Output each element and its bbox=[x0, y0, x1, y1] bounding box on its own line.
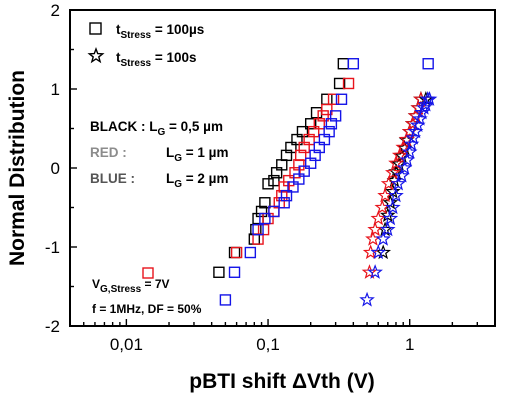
square-point bbox=[342, 77, 355, 90]
square-point bbox=[280, 189, 293, 202]
square-point bbox=[321, 93, 333, 105]
square-point bbox=[278, 197, 290, 209]
square-point bbox=[262, 178, 274, 190]
square-point bbox=[313, 118, 325, 130]
square-point bbox=[228, 266, 241, 278]
square-point bbox=[323, 125, 335, 138]
square-point bbox=[422, 58, 434, 70]
square-point bbox=[250, 223, 262, 236]
square-point bbox=[304, 118, 317, 130]
star-point bbox=[375, 244, 392, 260]
square-point bbox=[268, 174, 280, 187]
star-point bbox=[385, 199, 401, 215]
star-point bbox=[385, 164, 401, 180]
star-point bbox=[388, 155, 404, 170]
red-annotation-value: LG = 1 µm bbox=[166, 145, 228, 164]
frequency-annotation: f = 1MHz, DF = 50% bbox=[92, 302, 202, 316]
square-point bbox=[252, 233, 264, 245]
x-tick-label: 0,1 bbox=[256, 335, 280, 354]
legend: tStress = 100µs tStress = 100s bbox=[87, 22, 204, 69]
square-point bbox=[259, 197, 271, 209]
axis-ticks bbox=[69, 9, 496, 327]
square-point bbox=[244, 246, 257, 259]
tick-labels: 0,01 0,1 1 -2 -1 0 1 2 bbox=[45, 1, 415, 354]
square-point bbox=[309, 149, 321, 162]
y-axis-label: Normal Distribution bbox=[6, 70, 29, 266]
square-point bbox=[317, 110, 329, 122]
square-point bbox=[230, 246, 243, 259]
square-point bbox=[252, 212, 264, 225]
square-point bbox=[294, 149, 307, 162]
legend-entry-1: tStress = 100µs bbox=[116, 22, 204, 41]
star-point bbox=[394, 167, 410, 183]
star-point bbox=[390, 175, 407, 191]
vg-stress-annotation: VG,Stress = 7V bbox=[92, 277, 170, 295]
x-axis-label: pBTI shift ΔVth (V) bbox=[189, 370, 374, 393]
annotation-red-square bbox=[142, 267, 154, 279]
square-point bbox=[298, 165, 310, 177]
square-point bbox=[289, 167, 301, 179]
square-point bbox=[325, 118, 338, 130]
x-tick-label: 1 bbox=[405, 335, 414, 354]
star-point bbox=[396, 159, 413, 175]
star-point bbox=[391, 147, 408, 163]
star-point bbox=[382, 194, 399, 210]
star-point bbox=[382, 210, 399, 226]
star-point bbox=[370, 244, 387, 260]
star-point bbox=[367, 221, 383, 237]
legend-star-marker bbox=[87, 47, 105, 64]
stress-annotations: VG,Stress = 7V f = 1MHz, DF = 50% bbox=[92, 277, 202, 316]
square-point bbox=[285, 141, 297, 154]
star-point bbox=[379, 221, 396, 237]
square-point bbox=[347, 58, 360, 70]
square-point bbox=[262, 212, 274, 225]
red-annotation-label: RED : bbox=[90, 145, 127, 160]
square-point bbox=[248, 233, 261, 245]
y-tick-label: -2 bbox=[45, 317, 60, 336]
legend-entry-2: tStress = 100s bbox=[116, 50, 197, 69]
star-point bbox=[401, 143, 418, 159]
star-point bbox=[385, 183, 401, 199]
star-point bbox=[399, 151, 416, 167]
x-tick-label: 0,01 bbox=[110, 335, 143, 354]
square-point bbox=[255, 205, 268, 218]
square-point bbox=[310, 106, 323, 119]
blue-annotation-label: BLUE : bbox=[90, 171, 135, 186]
star-point bbox=[375, 230, 392, 246]
square-point bbox=[333, 77, 346, 90]
y-tick-label: 0 bbox=[51, 159, 60, 178]
gate-length-annotations: BLACK : LG = 0,5 µm RED : LG = 1 µm BLUE… bbox=[90, 119, 228, 190]
square-point bbox=[337, 58, 350, 70]
star-point bbox=[367, 264, 383, 279]
square-point bbox=[335, 93, 348, 105]
legend-square-marker bbox=[89, 22, 102, 35]
black-annotation: BLACK : LG = 0,5 µm bbox=[90, 119, 223, 138]
square-point bbox=[321, 103, 333, 116]
square-point bbox=[219, 294, 232, 306]
square-point bbox=[213, 266, 225, 278]
square-point bbox=[329, 110, 342, 122]
star-point bbox=[361, 264, 378, 279]
blue-annotation-value: LG = 2 µm bbox=[166, 171, 228, 190]
star-point bbox=[421, 91, 438, 106]
square-point bbox=[327, 93, 340, 105]
square-point bbox=[252, 223, 264, 236]
star-point bbox=[359, 291, 375, 307]
star-point bbox=[370, 210, 387, 226]
data-marks bbox=[142, 58, 438, 307]
square-point bbox=[287, 181, 299, 193]
y-tick-label: 2 bbox=[51, 1, 60, 20]
y-tick-label: -1 bbox=[45, 238, 60, 257]
square-point bbox=[259, 212, 271, 225]
star-point bbox=[379, 207, 396, 223]
square-point bbox=[296, 125, 309, 138]
square-point bbox=[268, 205, 280, 218]
y-tick-label: 1 bbox=[51, 80, 60, 99]
star-point bbox=[388, 187, 404, 203]
